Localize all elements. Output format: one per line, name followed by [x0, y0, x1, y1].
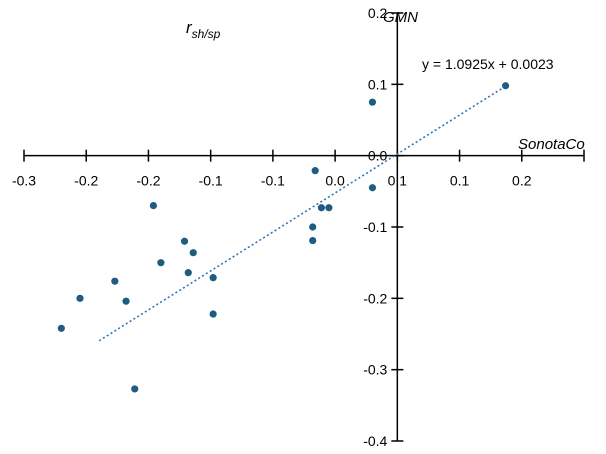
- data-point: [149, 202, 158, 210]
- data-point: [57, 324, 65, 332]
- data-point: [180, 237, 189, 245]
- x-tick-label: -0.2: [74, 173, 98, 189]
- y-tick-label: 0.2: [368, 5, 388, 21]
- x-tick-label: -0.3: [12, 173, 36, 189]
- y-tick-label: -0.4: [363, 433, 387, 449]
- trendline: [98, 85, 507, 342]
- x-tick-label: 0.1: [388, 173, 408, 189]
- data-point: [311, 167, 319, 175]
- data-points: [57, 82, 510, 393]
- data-point: [157, 259, 165, 267]
- corner-title-sub: sh/sp: [192, 27, 221, 41]
- y-tick-label: 0.1: [368, 76, 388, 92]
- y-axis-title: GMN: [383, 9, 418, 26]
- data-point: [309, 223, 317, 231]
- chart-corner-title: rsh/sp: [186, 18, 221, 41]
- y-tick-label: -0.3: [363, 362, 387, 378]
- x-tick-label: 0.2: [512, 173, 532, 189]
- data-point: [502, 82, 510, 90]
- x-tick-label: -0.1: [261, 173, 285, 189]
- trendline-equation: y = 1.0925x + 0.0023: [422, 56, 554, 72]
- x-axis-tick-labels: -0.3 -0.2 -0.2 -0.1 -0.1 0.0 0.1 0.1 0.2: [12, 173, 532, 189]
- y-axis-ticks: [391, 12, 404, 442]
- x-tick-label: -0.1: [199, 173, 223, 189]
- data-point: [111, 277, 119, 285]
- y-axis-tick-labels: 0.2 0.1 0.0 -0.1 -0.2 -0.3 -0.4: [363, 5, 387, 449]
- data-point: [368, 98, 377, 106]
- data-point: [209, 310, 217, 318]
- data-point: [325, 204, 333, 212]
- data-point: [184, 269, 192, 277]
- x-tick-label: 0.0: [325, 173, 345, 189]
- data-point: [131, 385, 139, 393]
- y-tick-label: 0.0: [368, 148, 388, 164]
- x-tick-label: 0.1: [450, 173, 470, 189]
- data-point: [76, 294, 84, 302]
- x-axis-title: SonotaCo: [518, 136, 585, 153]
- data-point: [209, 274, 217, 282]
- data-point: [368, 184, 377, 192]
- y-tick-label: -0.2: [363, 290, 387, 306]
- data-point: [122, 297, 130, 305]
- x-tick-label: -0.2: [136, 173, 160, 189]
- corner-title-main: r: [186, 18, 193, 37]
- y-tick-label: -0.1: [363, 219, 387, 235]
- data-point: [309, 236, 317, 245]
- data-point: [317, 204, 326, 212]
- data-point: [189, 249, 197, 257]
